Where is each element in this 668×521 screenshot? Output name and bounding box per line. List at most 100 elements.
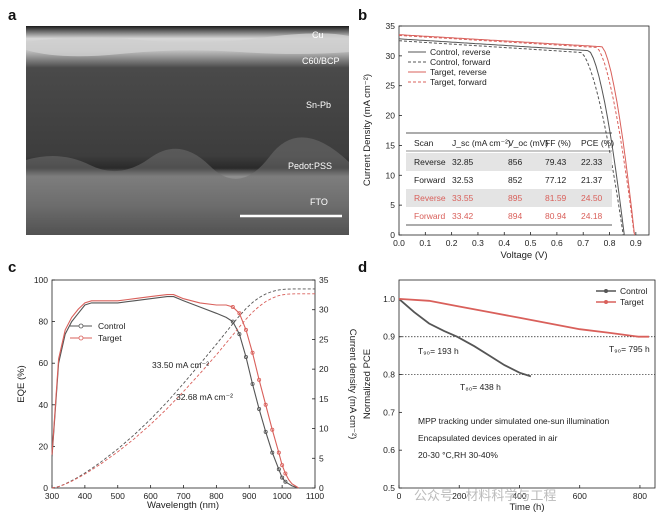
eqe-marker	[270, 450, 275, 455]
jv-table-cell: 81.59	[545, 193, 567, 203]
panel-letter-d: d	[358, 259, 367, 276]
jv-y-tick-label: 25	[386, 81, 396, 91]
eqe-right-axis-label: Current density (mA cm⁻²)	[347, 329, 358, 440]
jv-legend-label: Control, forward	[430, 57, 491, 67]
stab-curve	[398, 298, 649, 338]
eqe-x-tick-label: 700	[176, 491, 190, 501]
eqe-x-tick-label: 500	[111, 491, 125, 501]
stab-y-tick-label: 0.9	[383, 332, 395, 342]
eqe-x-tick-label: 800	[209, 491, 223, 501]
jv-ticks: 0.0 0.1 0.2 0.3 0.4 0.5 0.6 0.7 0.8 0.9 0 5 10 15 20 25…	[386, 21, 642, 248]
jv-table-cell: 24.18	[581, 211, 603, 221]
jv-table-header: J_sc (mA cm⁻²)	[452, 138, 511, 148]
jv-table-cell: 21.37	[581, 175, 603, 185]
eqe-x-tick-label: 600	[144, 491, 158, 501]
jv-legend-label: Control, reverse	[430, 47, 491, 57]
jv-y-tick-label: 35	[386, 21, 396, 31]
jv-x-tick-label: 0.2	[446, 238, 458, 248]
stab-annotation: T₉₀= 795 h	[609, 344, 650, 354]
eqe-x-axis-label: Wavelength (nm)	[147, 500, 219, 511]
jv-table-cell: 32.53	[452, 175, 474, 185]
panel-letter-a: a	[8, 7, 17, 24]
jv-table-cell: 24.50	[581, 193, 603, 203]
eqe-right-tick-label: 0	[319, 483, 324, 493]
stab-note-2: Encapsulated devices operated in air	[418, 433, 558, 443]
jv-table-header: FF (%)	[545, 138, 571, 148]
stab-x-axis-label: Time (h)	[509, 502, 544, 513]
sem-fto-grains	[26, 137, 349, 235]
stab-y-tick-label: 1.0	[383, 294, 395, 304]
stab-curves	[398, 298, 655, 378]
eqe-marker	[283, 471, 288, 476]
stab-x-tick-label: 800	[633, 491, 647, 501]
stab-note-3: 20-30 °C,RH 30-40%	[418, 450, 498, 460]
stab-annotation: T₉₀= 193 h	[418, 346, 459, 356]
sem-layer-pedot: Pedot:PSS	[288, 161, 332, 171]
watermark: 公众号 · 材料科学与工程	[414, 488, 556, 504]
jv-table-cell: 22.33	[581, 157, 603, 167]
eqe-marker	[276, 450, 281, 455]
eqe-legend: Control Target 33.50 mA cm⁻² 32.68 mA cm⁻²	[70, 321, 233, 402]
jv-y-tick-label: 10	[386, 170, 396, 180]
jv-table-cell: Reverse	[414, 157, 446, 167]
eqe-x-tick-label: 300	[45, 491, 59, 501]
jv-x-tick-label: 0.6	[551, 238, 563, 248]
eqe-y-tick-label: 100	[34, 275, 48, 285]
jv-y-tick-label: 20	[386, 111, 396, 121]
stab-y-axis-label: Normalized PCE	[362, 349, 373, 419]
jv-table-cell: 856	[508, 157, 522, 167]
sem-cu-layer	[26, 33, 349, 57]
jv-y-tick-label: 15	[386, 140, 396, 150]
stab-x-tick-label: 600	[573, 491, 587, 501]
eqe-integrated-curve	[51, 293, 315, 489]
sem-layer-snpb: Sn-Pb	[306, 100, 331, 110]
jv-x-tick-label: 0.1	[419, 238, 431, 248]
eqe-y-tick-label: 40	[39, 400, 49, 410]
eqe-marker	[230, 305, 235, 310]
jv-y-axis-label: Current Density (mA cm⁻²)	[362, 74, 373, 186]
eqe-x-tick-label: 900	[242, 491, 256, 501]
eqe-marker	[280, 463, 285, 468]
panel-letter-c: c	[8, 259, 16, 276]
jv-y-tick-label: 0	[390, 230, 395, 240]
eqe-y-tick-label: 60	[39, 358, 49, 368]
eqe-right-tick-label: 30	[319, 305, 329, 315]
jv-table-cell: Forward	[414, 175, 445, 185]
jv-table-cell: 80.94	[545, 211, 567, 221]
jv-table-cell: Forward	[414, 211, 445, 221]
jv-table-cell: 32.85	[452, 157, 474, 167]
panel-letter-b: b	[358, 7, 367, 24]
eqe-integrated-curve	[51, 288, 315, 489]
jv-y-tick-label: 30	[386, 51, 396, 61]
jv-x-tick-label: 0.7	[577, 238, 589, 248]
jv-x-tick-label: 0.4	[498, 238, 510, 248]
jv-table-header: V_oc (mV)	[508, 138, 548, 148]
eqe-x-tick-label: 1100	[306, 491, 325, 501]
eqe-legend-marker	[78, 335, 84, 341]
eqe-marker	[243, 327, 248, 332]
eqe-marker	[263, 402, 268, 407]
eqe-marker	[270, 427, 275, 432]
jv-x-tick-label: 0.5	[525, 238, 537, 248]
stab-legend-label: Control	[620, 286, 648, 296]
stab-note-1: MPP tracking under simulated one-sun ill…	[418, 416, 609, 426]
stab-y-tick-label: 0.8	[383, 370, 395, 380]
stab-x-tick-label: 200	[452, 491, 466, 501]
eqe-right-tick-label: 25	[319, 334, 329, 344]
jv-x-tick-label: 0.3	[472, 238, 484, 248]
stab-x-tick-label: 0	[397, 491, 402, 501]
eqe-marker	[243, 354, 248, 359]
eqe-y-tick-label: 0	[43, 483, 48, 493]
stab-curve	[398, 298, 532, 378]
chart-eqe: 300 400 500 600 700 800 900 1000 110002040608010…	[16, 275, 358, 511]
eqe-marker	[257, 377, 262, 382]
jv-table-cell: Reverse	[414, 193, 446, 203]
sem-layer-c60: C60/BCP	[302, 56, 340, 66]
sem-layer-fto: FTO	[310, 197, 328, 207]
jv-table-cell: 79.43	[545, 157, 567, 167]
stab-ticks: 0 200 400 600 800 0.5 0.6 0.7 0.8 0.9 1.0	[383, 294, 647, 501]
eqe-marker	[250, 350, 255, 355]
